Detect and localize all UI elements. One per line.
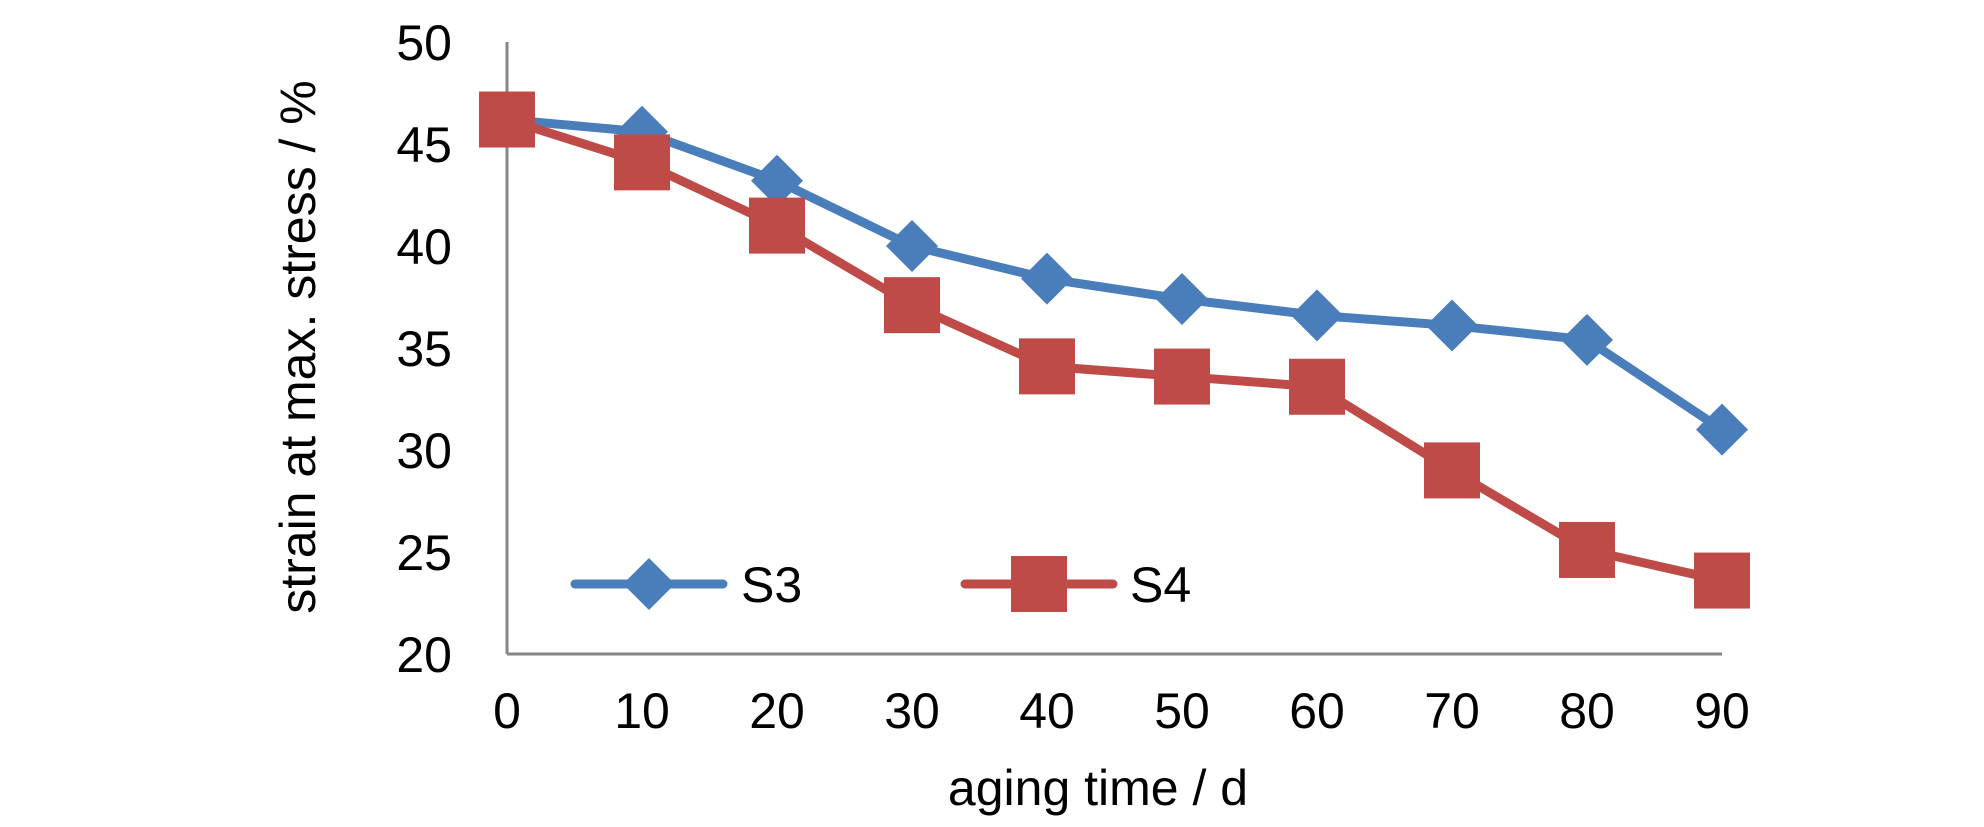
data-point-S4 [1694, 552, 1750, 609]
legend-marker [1011, 556, 1067, 612]
x-tick-label: 80 [1559, 683, 1615, 739]
x-tick-label: 30 [884, 683, 940, 739]
x-tick-label: 0 [493, 683, 521, 739]
y-axis-title: strain at max. stress / % [270, 80, 326, 613]
x-tick-label: 60 [1289, 683, 1345, 739]
axes [505, 42, 1722, 656]
data-point-S3 [1426, 299, 1478, 352]
y-tick-label: 20 [396, 627, 452, 683]
series-layer [479, 91, 1750, 609]
x-tick-label: 70 [1424, 683, 1480, 739]
legend-item-S4: S4 [960, 556, 1191, 613]
x-tick-labels: 0 10 20 30 40 50 60 70 80 90 [493, 683, 1750, 739]
x-tick-label: 10 [614, 683, 670, 739]
x-axis-title: aging time / d [948, 760, 1248, 816]
data-point-S4 [1289, 358, 1345, 415]
series-line-S4 [502, 115, 1727, 586]
series-line-S3 [502, 115, 1727, 435]
legend-item-S3: S3 [570, 557, 802, 613]
data-point-S4 [614, 134, 670, 191]
y-tick-label: 30 [396, 423, 452, 479]
legend: S3 S4 [570, 556, 1191, 613]
data-point-S3 [1561, 313, 1613, 366]
x-tick-label: 20 [749, 683, 805, 739]
series-S3 [481, 93, 1748, 456]
series-S4 [479, 91, 1750, 609]
legend-label: S3 [741, 557, 802, 613]
y-tick-label: 40 [396, 219, 452, 275]
data-point-S3 [1021, 252, 1073, 305]
data-point-S3 [751, 154, 803, 207]
data-point-S3 [886, 220, 938, 272]
data-point-S4 [1424, 442, 1480, 499]
y-tick-labels: 20 25 30 35 40 45 50 [396, 15, 452, 683]
legend-label: S4 [1130, 557, 1191, 613]
data-point-S3 [1696, 403, 1748, 456]
data-point-S4 [479, 91, 535, 148]
data-point-S4 [1019, 338, 1075, 395]
data-point-S4 [749, 197, 805, 254]
data-point-S4 [884, 277, 940, 334]
data-point-S3 [1291, 289, 1343, 342]
y-tick-label: 35 [396, 321, 452, 377]
data-point-S4 [1559, 521, 1615, 578]
x-tick-label: 50 [1154, 683, 1210, 739]
x-tick-label: 90 [1694, 683, 1750, 739]
data-point-S3 [1156, 273, 1208, 326]
x-tick-label: 40 [1019, 683, 1075, 739]
y-tick-label: 25 [396, 525, 452, 581]
y-tick-label: 50 [396, 15, 452, 71]
y-tick-label: 45 [396, 117, 452, 173]
data-point-S4 [1154, 348, 1210, 405]
legend-marker [623, 558, 675, 610]
